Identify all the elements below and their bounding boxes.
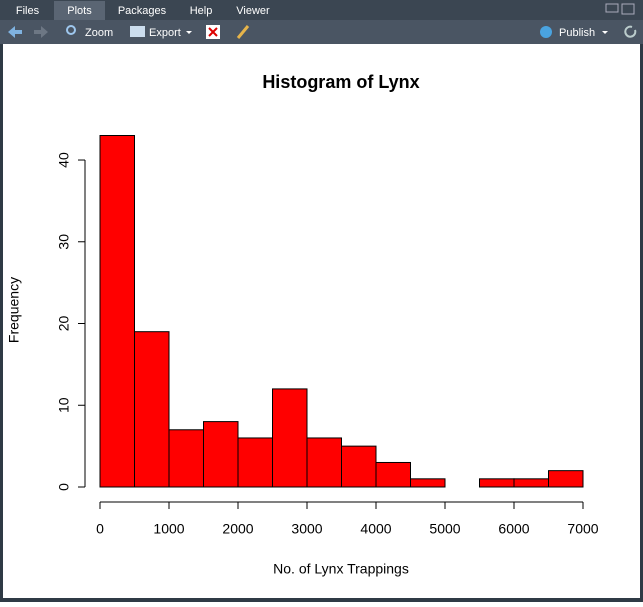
y-tick-label: 40 bbox=[56, 152, 72, 168]
bar bbox=[237, 437, 273, 488]
x-tick-label: 2000 bbox=[222, 521, 253, 537]
bar bbox=[479, 478, 515, 488]
export-dropdown[interactable] bbox=[186, 31, 192, 34]
bar bbox=[548, 470, 584, 488]
tab[interactable] bbox=[2, 1, 53, 20]
toolbar bbox=[0, 20, 643, 44]
y-tick-label: 0 bbox=[56, 483, 72, 491]
plot-area bbox=[3, 44, 640, 598]
bar bbox=[341, 445, 377, 488]
tab-label[interactable]: Packages bbox=[118, 5, 167, 17]
tab[interactable] bbox=[179, 1, 223, 20]
bar bbox=[203, 421, 239, 488]
zoom-button[interactable]: Zoom bbox=[85, 27, 113, 39]
x-tick-label: 7000 bbox=[567, 521, 598, 537]
bar bbox=[168, 429, 204, 488]
bar bbox=[272, 388, 308, 488]
bar bbox=[306, 437, 342, 488]
y-tick-label: 10 bbox=[56, 397, 72, 413]
bar bbox=[99, 135, 135, 488]
publish-icon[interactable] bbox=[540, 26, 552, 38]
x-tick-label: 1000 bbox=[153, 521, 184, 537]
tab-label[interactable]: Help bbox=[190, 5, 213, 17]
refresh-button[interactable] bbox=[624, 25, 637, 38]
bar bbox=[513, 478, 549, 488]
bar bbox=[134, 331, 170, 488]
tab-label[interactable]: Plots bbox=[67, 5, 92, 17]
export-button[interactable]: Export bbox=[149, 27, 181, 39]
tab[interactable] bbox=[106, 1, 178, 20]
minimize-icon[interactable] bbox=[605, 3, 619, 13]
bar bbox=[375, 461, 411, 488]
export-icon[interactable] bbox=[130, 26, 145, 37]
x-axis-label: No. of Lynx Trappings bbox=[273, 561, 409, 577]
tab-label[interactable]: Files bbox=[16, 5, 40, 17]
y-tick-label: 20 bbox=[56, 316, 72, 332]
publish-button[interactable]: Publish bbox=[559, 27, 595, 39]
x-tick-label: 6000 bbox=[498, 521, 529, 537]
tab[interactable] bbox=[224, 1, 282, 20]
remove-plot-x bbox=[208, 27, 218, 37]
clear-icon[interactable] bbox=[236, 25, 250, 39]
maximize-icon[interactable] bbox=[621, 3, 635, 15]
y-tick-label: 30 bbox=[56, 234, 72, 250]
x-tick-label: 5000 bbox=[429, 521, 460, 537]
tab-label[interactable]: Viewer bbox=[236, 5, 270, 17]
back-button[interactable] bbox=[8, 26, 22, 38]
bar bbox=[410, 478, 446, 488]
tab[interactable] bbox=[54, 1, 105, 20]
chart-title: Histogram of Lynx bbox=[262, 72, 419, 92]
y-axis-label: Frequency bbox=[6, 277, 22, 343]
publish-dropdown[interactable] bbox=[602, 31, 608, 34]
zoom-icon[interactable] bbox=[66, 25, 76, 35]
x-tick-label: 3000 bbox=[291, 521, 322, 537]
x-tick-label: 4000 bbox=[360, 521, 391, 537]
x-tick-label: 0 bbox=[96, 521, 104, 537]
forward-button[interactable] bbox=[34, 26, 48, 38]
